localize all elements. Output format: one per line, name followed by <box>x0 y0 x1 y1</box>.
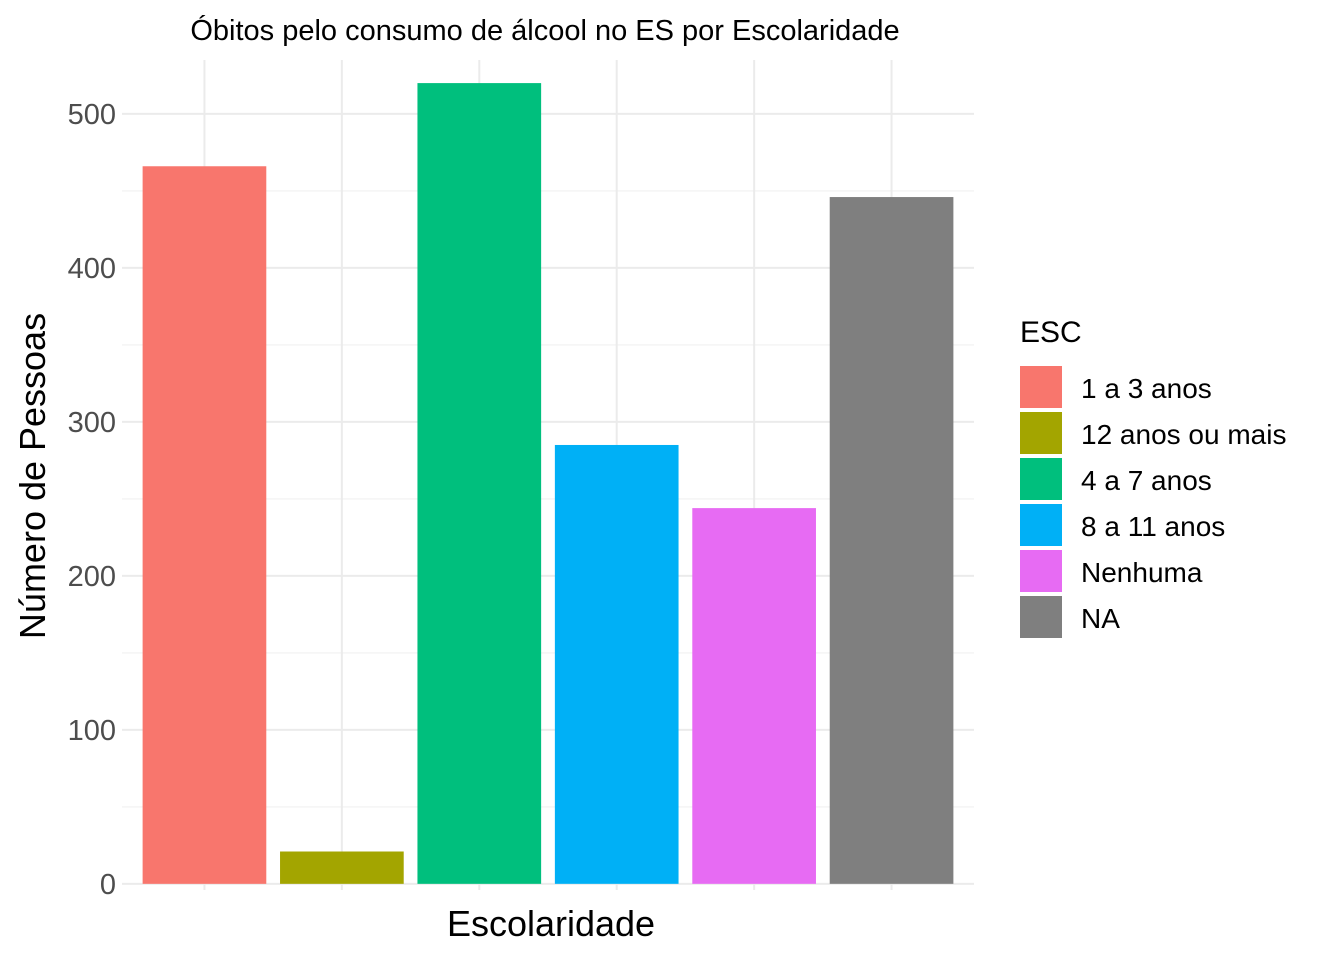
y-axis-ticks: 0 100 200 300 400 500 <box>68 99 116 901</box>
bar-6 <box>829 197 954 884</box>
bar-5 <box>692 508 816 884</box>
x-axis-title: Escolaridade <box>447 903 655 944</box>
y-tick-label: 400 <box>68 253 116 285</box>
bar-2 <box>280 851 404 884</box>
legend-label: 1 a 3 anos <box>1081 373 1212 404</box>
bar-4 <box>554 444 679 884</box>
y-tick-label: 300 <box>68 407 116 439</box>
legend-swatch <box>1020 596 1062 638</box>
y-tick-label: 0 <box>100 869 116 901</box>
y-tick-label: 200 <box>68 561 116 593</box>
y-tick-label: 100 <box>68 715 116 747</box>
legend-swatch <box>1020 366 1062 408</box>
y-axis-title: Número de Pessoas <box>12 313 53 639</box>
legend-label: NA <box>1081 603 1120 634</box>
legend-swatch <box>1020 458 1062 500</box>
legend-label: 8 a 11 anos <box>1081 511 1225 542</box>
legend-swatch <box>1020 550 1062 592</box>
bar-3 <box>417 83 542 884</box>
legend-label: Nenhuma <box>1081 557 1203 588</box>
legend-label: 12 anos ou mais <box>1081 419 1286 450</box>
legend-swatch <box>1020 412 1062 454</box>
bars <box>142 83 954 884</box>
chart-title: Óbitos pelo consumo de álcool no ES por … <box>190 14 899 47</box>
legend: ESC 1 a 3 anos 12 anos ou mais 4 a 7 anos 8… <box>1020 316 1286 638</box>
legend-label: 4 a 7 anos <box>1081 465 1212 496</box>
legend-swatch <box>1020 504 1062 546</box>
legend-title: ESC <box>1020 316 1082 349</box>
bar-1 <box>142 166 267 884</box>
y-tick-label: 500 <box>68 99 116 131</box>
